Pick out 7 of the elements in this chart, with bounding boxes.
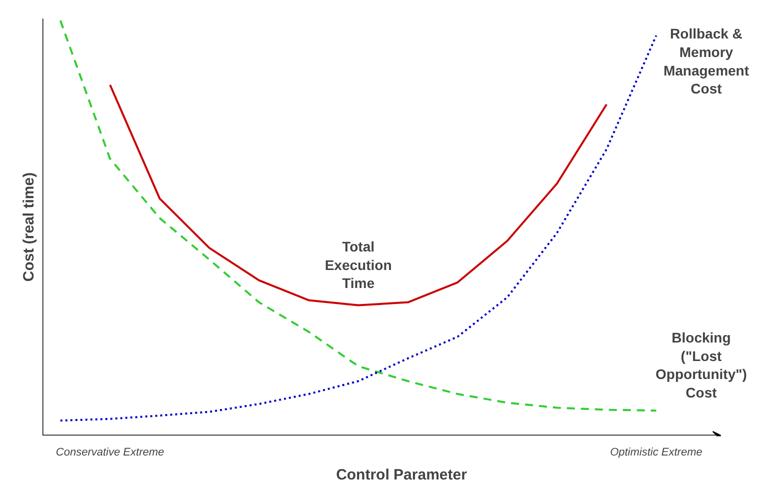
x-tick-label: Optimistic Extreme (610, 446, 702, 458)
x-axis-title: Control Parameter (336, 466, 468, 484)
series-label: Blocking ("Lost Opportunity") Cost (656, 329, 747, 401)
y-axis-title: Cost (real time) (20, 172, 38, 282)
x-tick-label: Conservative Extreme (56, 446, 164, 458)
series-label: Rollback & Memory Management Cost (663, 26, 750, 97)
series-label: Total Execution Time (324, 238, 392, 292)
